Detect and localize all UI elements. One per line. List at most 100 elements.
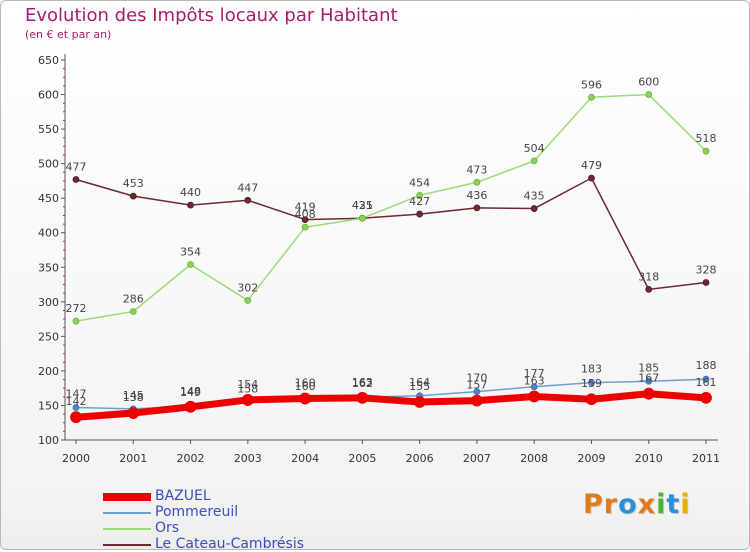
data-label-pommereuil: 183 (581, 363, 602, 376)
x-tick-label: 2007 (463, 452, 491, 465)
data-label-ors: 354 (180, 246, 201, 259)
data-point-le-cateau-cambresis (473, 204, 481, 212)
data-point-pommereuil (530, 383, 538, 391)
data-label-le-cateau-cambresis: 479 (581, 159, 602, 172)
legend-swatch (103, 493, 151, 501)
x-tick-label: 2001 (119, 452, 147, 465)
data-label-ors: 272 (66, 302, 87, 315)
chart-title: Evolution des Impôts locaux par Habitant (25, 5, 398, 26)
y-tick-label: 600 (38, 89, 59, 102)
y-tick-label: 650 (38, 54, 59, 67)
data-label-ors: 454 (409, 176, 430, 189)
data-label-pommereuil: 158 (237, 383, 258, 396)
x-tick-label: 2004 (291, 452, 319, 465)
data-point-le-cateau-cambresis (187, 201, 194, 209)
logo-letter: x (637, 489, 657, 520)
data-point-bazuel (299, 392, 311, 405)
legend-swatch (103, 512, 151, 514)
data-point-bazuel (471, 394, 483, 407)
data-point-ors (530, 157, 538, 165)
data-label-pommereuil: 177 (524, 367, 545, 380)
data-label-le-cateau-cambresis: 318 (638, 270, 659, 283)
data-label-bazuel: 157 (466, 379, 487, 392)
data-point-ors (416, 192, 424, 199)
data-point-ors (588, 93, 595, 101)
logo-letter: i (680, 489, 691, 520)
data-label-ors: 302 (237, 281, 258, 294)
data-label-bazuel: 160 (295, 377, 316, 390)
data-point-bazuel (700, 391, 712, 404)
data-point-bazuel (585, 393, 598, 406)
data-label-pommereuil: 188 (696, 359, 717, 372)
data-point-pommereuil (645, 377, 653, 385)
series-line-bazuel (75, 390, 707, 421)
data-label-pommereuil: 170 (466, 372, 487, 385)
data-point-ors (702, 147, 710, 155)
data-point-ors (645, 91, 653, 98)
data-point-le-cateau-cambresis (301, 216, 309, 224)
data-label-le-cateau-cambresis: 436 (466, 189, 487, 202)
x-tick-label: 2006 (406, 452, 434, 465)
data-point-le-cateau-cambresis (530, 205, 538, 212)
series-line-le-cateau-cambresis (75, 177, 707, 291)
series-line-ors (75, 93, 707, 322)
x-tick-label: 2005 (348, 452, 376, 465)
data-label-le-cateau-cambresis: 328 (696, 263, 717, 276)
y-tick-label: 300 (38, 296, 59, 309)
x-tick-label: 2010 (635, 452, 663, 465)
data-label-le-cateau-cambresis: 435 (524, 190, 545, 203)
data-point-bazuel (127, 407, 140, 419)
data-point-le-cateau-cambresis (702, 279, 710, 286)
data-label-bazuel: 163 (524, 374, 545, 387)
y-tick-label: 150 (38, 399, 59, 412)
data-label-pommereuil: 145 (123, 389, 144, 402)
data-point-pommereuil (588, 379, 595, 387)
y-tick-label: 100 (38, 434, 59, 447)
data-point-ors (358, 214, 366, 222)
data-point-ors (473, 178, 481, 186)
data-point-le-cateau-cambresis (588, 174, 595, 182)
data-label-ors: 518 (696, 132, 717, 145)
data-label-bazuel: 163 (352, 376, 373, 389)
data-point-le-cateau-cambresis (72, 176, 80, 183)
data-label-bazuel: 138 (123, 391, 144, 404)
y-tick-label: 400 (38, 227, 59, 240)
y-tick-label: 550 (38, 123, 59, 136)
y-tick-label: 250 (38, 330, 59, 343)
data-label-ors: 408 (295, 208, 316, 221)
data-point-pommereuil (473, 388, 481, 396)
data-label-pommereuil: 160 (295, 380, 316, 393)
x-tick-label: 2009 (577, 452, 605, 465)
data-point-le-cateau-cambresis (129, 192, 137, 200)
data-point-pommereuil (72, 404, 80, 411)
y-tick-label: 450 (38, 192, 59, 205)
legend-label: Le Cateau-Cambrésis (155, 536, 304, 552)
data-label-pommereuil: 149 (180, 386, 201, 399)
data-label-ors: 473 (466, 163, 487, 176)
data-point-ors (72, 317, 80, 325)
data-label-ors: 600 (638, 76, 659, 89)
logo-letter: o (618, 489, 638, 520)
data-label-pommereuil: 164 (409, 376, 430, 389)
data-point-bazuel (413, 396, 426, 408)
legend-label: BAZUEL (155, 488, 211, 504)
data-label-le-cateau-cambresis: 419 (295, 201, 316, 214)
data-label-bazuel: 148 (180, 385, 201, 398)
x-tick-label: 2011 (692, 452, 720, 465)
logo-letter: t (666, 489, 681, 520)
legend-label: Pommereuil (155, 504, 239, 520)
logo-letter: i (656, 489, 667, 520)
y-tick-label: 200 (38, 365, 59, 378)
data-label-ors: 286 (123, 292, 144, 305)
data-point-le-cateau-cambresis (645, 285, 653, 293)
data-point-pommereuil (702, 375, 710, 383)
data-point-ors (187, 261, 194, 268)
data-label-le-cateau-cambresis: 440 (180, 186, 201, 199)
x-tick-label: 2002 (177, 452, 205, 465)
x-tick-label: 2000 (62, 452, 90, 465)
logo-letter: r (603, 489, 619, 520)
data-label-bazuel: 155 (409, 380, 430, 393)
data-label-pommereuil: 185 (638, 361, 659, 374)
